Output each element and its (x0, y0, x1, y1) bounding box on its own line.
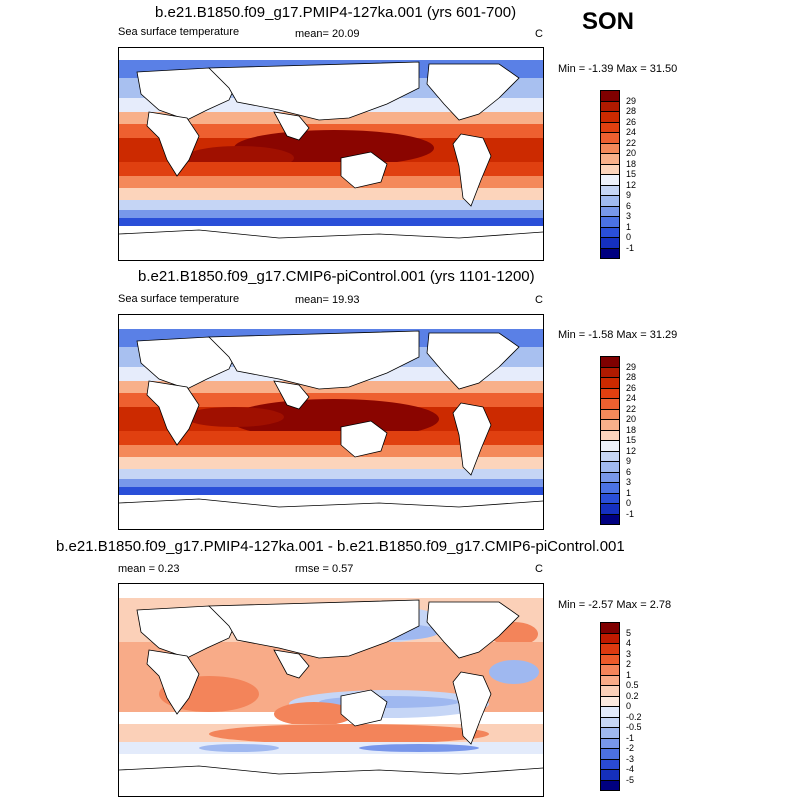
panel-3-map (118, 583, 544, 797)
colorbar-tick-label: 12 (626, 445, 637, 456)
panel-2-sst-field (119, 315, 543, 529)
panel-2-title: b.e21.B1850.f09_g17.CMIP6-piControl.001 … (138, 268, 535, 285)
colorbar-tick-label: 29 (626, 95, 637, 106)
season-label: SON (582, 8, 635, 35)
colorbar-tick-label: 3 (626, 477, 632, 487)
colorbar-tick-label: 5 (626, 627, 632, 638)
colorbar-tick-label: 4 (626, 638, 632, 648)
colorbar-tick-label: 0 (626, 498, 632, 508)
colorbar-tick-label: 12 (626, 179, 637, 190)
colorbar-tick-label: 6 (626, 466, 632, 477)
panel-3-colorbar: 5 4 3 2 1 0.5 0.2 0 -0.2 -0.5 -1 -2 -3 -4 -5 (600, 622, 660, 791)
colorbar-tick-label: 1 (626, 669, 632, 680)
colorbar-tick-label: 0.2 (626, 690, 639, 701)
panel-2-map (118, 314, 544, 530)
colorbar-tick-label: 26 (626, 116, 637, 127)
panel-3-units: C (535, 563, 543, 575)
colorbar-tick-label: 28 (626, 106, 637, 116)
colorbar-tick-label: 3 (626, 648, 632, 659)
colorbar-tick-label: -1 (626, 508, 635, 519)
colorbar-tick-label: 24 (626, 127, 637, 137)
colorbar-cell (600, 247, 620, 259)
panel-1-minmax: Min = -1.39 Max = 31.50 (558, 63, 678, 75)
panel-3-difference-field (119, 584, 543, 796)
colorbar-tick-label: 22 (626, 403, 637, 414)
panel-2-variable-label: Sea surface temperature (118, 293, 240, 305)
colorbar-tick-label: 18 (626, 424, 637, 435)
colorbar-tick-label: 0 (626, 232, 632, 242)
panel-1-colorbar: 29 28 26 24 22 20 18 15 12 9 6 3 1 0 -1 (600, 90, 660, 259)
panel-2-minmax: Min = -1.58 Max = 31.29 (558, 329, 678, 341)
colorbar-tick-label: 1 (626, 487, 632, 498)
colorbar-tick-label: -0.2 (626, 711, 642, 722)
colorbar-tick-label: 9 (626, 456, 632, 466)
colorbar-tick-label: 15 (626, 169, 637, 179)
colorbar-tick-label: -3 (626, 753, 635, 764)
colorbar-tick-label: 26 (626, 382, 637, 393)
panel-2-units: C (535, 294, 543, 306)
panel-3-title: b.e21.B1850.f09_g17.PMIP4-127ka.001 - b.… (56, 538, 625, 555)
colorbar-tick-label: -1 (626, 732, 635, 743)
colorbar-tick-label: 29 (626, 361, 637, 372)
panel-2-colorbar: 29 28 26 24 22 20 18 15 12 9 6 3 1 0 -1 (600, 356, 660, 525)
colorbar-tick-label: 1 (626, 221, 632, 232)
colorbar-tick-label: -4 (626, 764, 635, 774)
colorbar-tick-label: 6 (626, 200, 632, 211)
colorbar-tick-label: 0 (626, 701, 632, 711)
colorbar-tick-label: 9 (626, 190, 632, 200)
colorbar-tick-label: 3 (626, 211, 632, 221)
colorbar-tick-label: -5 (626, 774, 635, 785)
panel-1-map (118, 47, 544, 261)
colorbar-tick-label: -1 (626, 242, 635, 253)
colorbar-tick-label: 28 (626, 372, 637, 382)
colorbar-cell (600, 513, 620, 525)
colorbar-tick-label: 2 (626, 659, 632, 669)
colorbar-tick-label: -0.5 (626, 722, 642, 732)
panel-1-sst-field (119, 48, 543, 260)
panel-3-rmse-label: rmse = 0.57 (295, 563, 354, 575)
panel-1-mean-label: mean= 20.09 (295, 28, 360, 40)
colorbar-tick-label: 20 (626, 414, 637, 424)
colorbar-tick-label: 22 (626, 137, 637, 148)
colorbar-tick-label: 18 (626, 158, 637, 169)
panel-3-mean-label: mean = 0.23 (118, 563, 180, 575)
panel-1-title: b.e21.B1850.f09_g17.PMIP4-127ka.001 (yrs… (155, 4, 517, 21)
colorbar-tick-label: 0.5 (626, 680, 639, 690)
panel-2-mean-label: mean= 19.93 (295, 294, 360, 306)
colorbar-tick-label: 15 (626, 435, 637, 445)
panel-1-units: C (535, 28, 543, 40)
colorbar-tick-label: 20 (626, 148, 637, 158)
colorbar-tick-label: 24 (626, 393, 637, 403)
panel-1-variable-label: Sea surface temperature (118, 26, 240, 38)
colorbar-cell (600, 779, 620, 791)
colorbar-tick-label: -2 (626, 743, 635, 753)
panel-3-minmax: Min = -2.57 Max = 2.78 (558, 599, 672, 611)
